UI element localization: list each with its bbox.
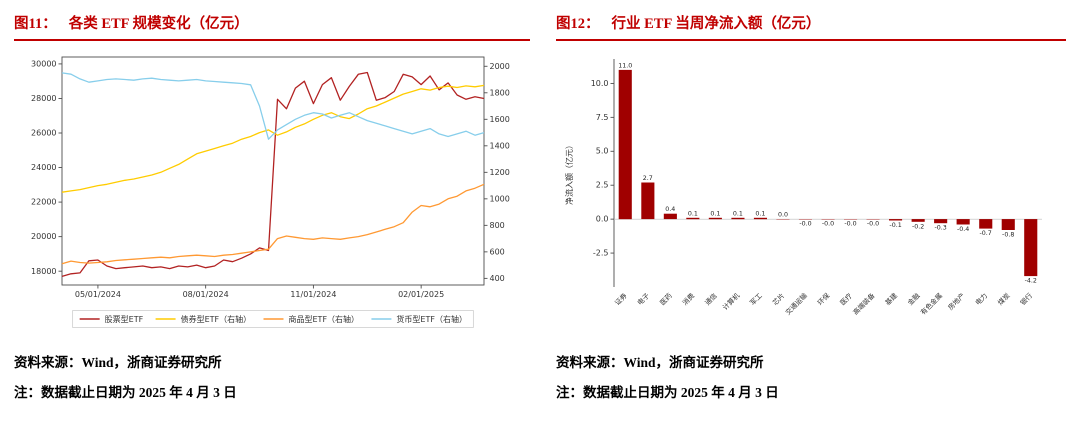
svg-text:货币型ETF（右轴）: 货币型ETF（右轴） [396,314,467,324]
svg-text:7.5: 7.5 [596,113,609,122]
svg-text:600: 600 [490,247,505,256]
figure12-panel: 图12： 行业 ETF 当周净流入额（亿元） -2.5 0.0 2.5 5.0 7.5 10… [556,10,1066,401]
svg-text:净流入额（亿元）: 净流入额（亿元） [564,141,574,205]
svg-text:30000: 30000 [31,60,56,69]
svg-text:医药: 医药 [658,291,674,307]
svg-text:1200: 1200 [490,168,510,177]
svg-text:2000: 2000 [490,62,510,71]
svg-text:05/01/2024: 05/01/2024 [75,290,121,299]
svg-text:基建: 基建 [883,291,899,307]
figure11-title: 各类 ETF 规模变化（亿元） [68,16,249,32]
svg-text:高端装备: 高端装备 [851,291,877,317]
svg-text:08/01/2024: 08/01/2024 [183,290,229,299]
figure11-title-rule [14,39,530,41]
svg-text:400: 400 [490,274,505,283]
svg-text:02/01/2025: 02/01/2025 [398,290,444,299]
svg-text:10.0: 10.0 [591,79,609,88]
svg-text:1400: 1400 [490,141,510,150]
svg-text:-0.8: -0.8 [1002,232,1014,239]
svg-text:24000: 24000 [31,163,56,172]
svg-text:0.1: 0.1 [688,210,698,217]
svg-text:0.4: 0.4 [665,206,675,213]
svg-text:有色金属: 有色金属 [918,291,944,317]
svg-text:-0.4: -0.4 [957,226,969,233]
svg-text:证券: 证券 [613,291,629,307]
svg-text:18000: 18000 [31,267,56,276]
figure12-bar-chart: -2.5 0.0 2.5 5.0 7.5 10.0 净流入额（亿元） 11.0 证券 2.7 电子 0… [564,59,1042,317]
svg-text:26000: 26000 [31,129,56,138]
svg-text:11.0: 11.0 [618,62,632,69]
report-figures-row: 图11： 各类 ETF 规模变化（亿元） 18000 20000 22000 24000… [14,10,1066,401]
svg-text:22000: 22000 [31,198,56,207]
svg-text:-0.2: -0.2 [912,223,924,230]
svg-text:0.0: 0.0 [596,215,609,224]
svg-text:1800: 1800 [490,88,510,97]
svg-text:医疗: 医疗 [838,291,854,307]
svg-text:银行: 银行 [1018,291,1034,307]
svg-text:电力: 电力 [973,291,989,307]
figure11-note: 注：数据截止日期为 2025 年 4 月 3 日 [14,385,237,400]
svg-text:-0.7: -0.7 [980,230,992,237]
svg-text:0.1: 0.1 [755,210,765,217]
svg-text:环保: 环保 [815,291,831,307]
svg-text:0.1: 0.1 [710,210,720,217]
svg-text:28000: 28000 [31,94,56,103]
svg-text:股票型ETF: 股票型ETF [105,315,144,324]
figure12-source: 资料来源：Wind，浙商证券研究所 [556,355,764,370]
svg-text:1600: 1600 [490,115,510,124]
svg-text:2.7: 2.7 [643,175,653,182]
figure12-label: 图12： [556,16,600,32]
svg-text:0.0: 0.0 [778,212,788,219]
figure11-line-chart: 18000 20000 22000 24000 26000 28000 30000 400 60… [31,56,510,328]
figure11-label: 图11： [14,16,57,32]
svg-text:消费: 消费 [680,291,696,307]
svg-text:-4.2: -4.2 [1025,278,1037,285]
svg-text:煤炭: 煤炭 [996,291,1012,307]
figure12-title-rule [556,39,1066,41]
figure12-note: 注：数据截止日期为 2025 年 4 月 3 日 [556,385,779,400]
svg-text:芯片: 芯片 [770,291,786,307]
svg-text:2.5: 2.5 [596,181,609,190]
svg-text:房地产: 房地产 [946,291,967,312]
svg-text:800: 800 [490,221,505,230]
svg-text:-0.3: -0.3 [934,225,946,232]
svg-text:军工: 军工 [749,292,764,307]
svg-text:交通运输: 交通运输 [783,291,809,317]
svg-text:20000: 20000 [31,232,56,241]
figure11-source: 资料来源：Wind，浙商证券研究所 [14,355,222,370]
svg-text:-0.0: -0.0 [822,221,834,228]
figure12-title: 行业 ETF 当周净流入额（亿元） [611,16,821,32]
svg-text:-2.5: -2.5 [593,248,609,257]
svg-text:计算机: 计算机 [721,291,742,312]
svg-text:通信: 通信 [703,291,719,307]
figure11-heading: 图11： 各类 ETF 规模变化（亿元） [14,10,530,39]
svg-text:-0.0: -0.0 [799,221,811,228]
svg-text:1000: 1000 [490,194,510,203]
svg-text:5.0: 5.0 [596,147,609,156]
svg-text:-0.1: -0.1 [889,222,901,229]
figure12-heading: 图12： 行业 ETF 当周净流入额（亿元） [556,10,1066,39]
svg-text:-0.0: -0.0 [844,221,856,228]
svg-text:债券型ETF（右轴）: 债券型ETF（右轴） [181,314,252,324]
svg-text:电子: 电子 [635,291,651,307]
svg-text:11/01/2024: 11/01/2024 [290,290,336,299]
svg-text:商品型ETF（右轴）: 商品型ETF（右轴） [289,314,360,324]
figure11-panel: 图11： 各类 ETF 规模变化（亿元） 18000 20000 22000 24000… [14,10,530,401]
svg-text:0.1: 0.1 [733,210,743,217]
svg-text:-0.0: -0.0 [867,221,879,228]
svg-text:金融: 金融 [906,291,922,307]
